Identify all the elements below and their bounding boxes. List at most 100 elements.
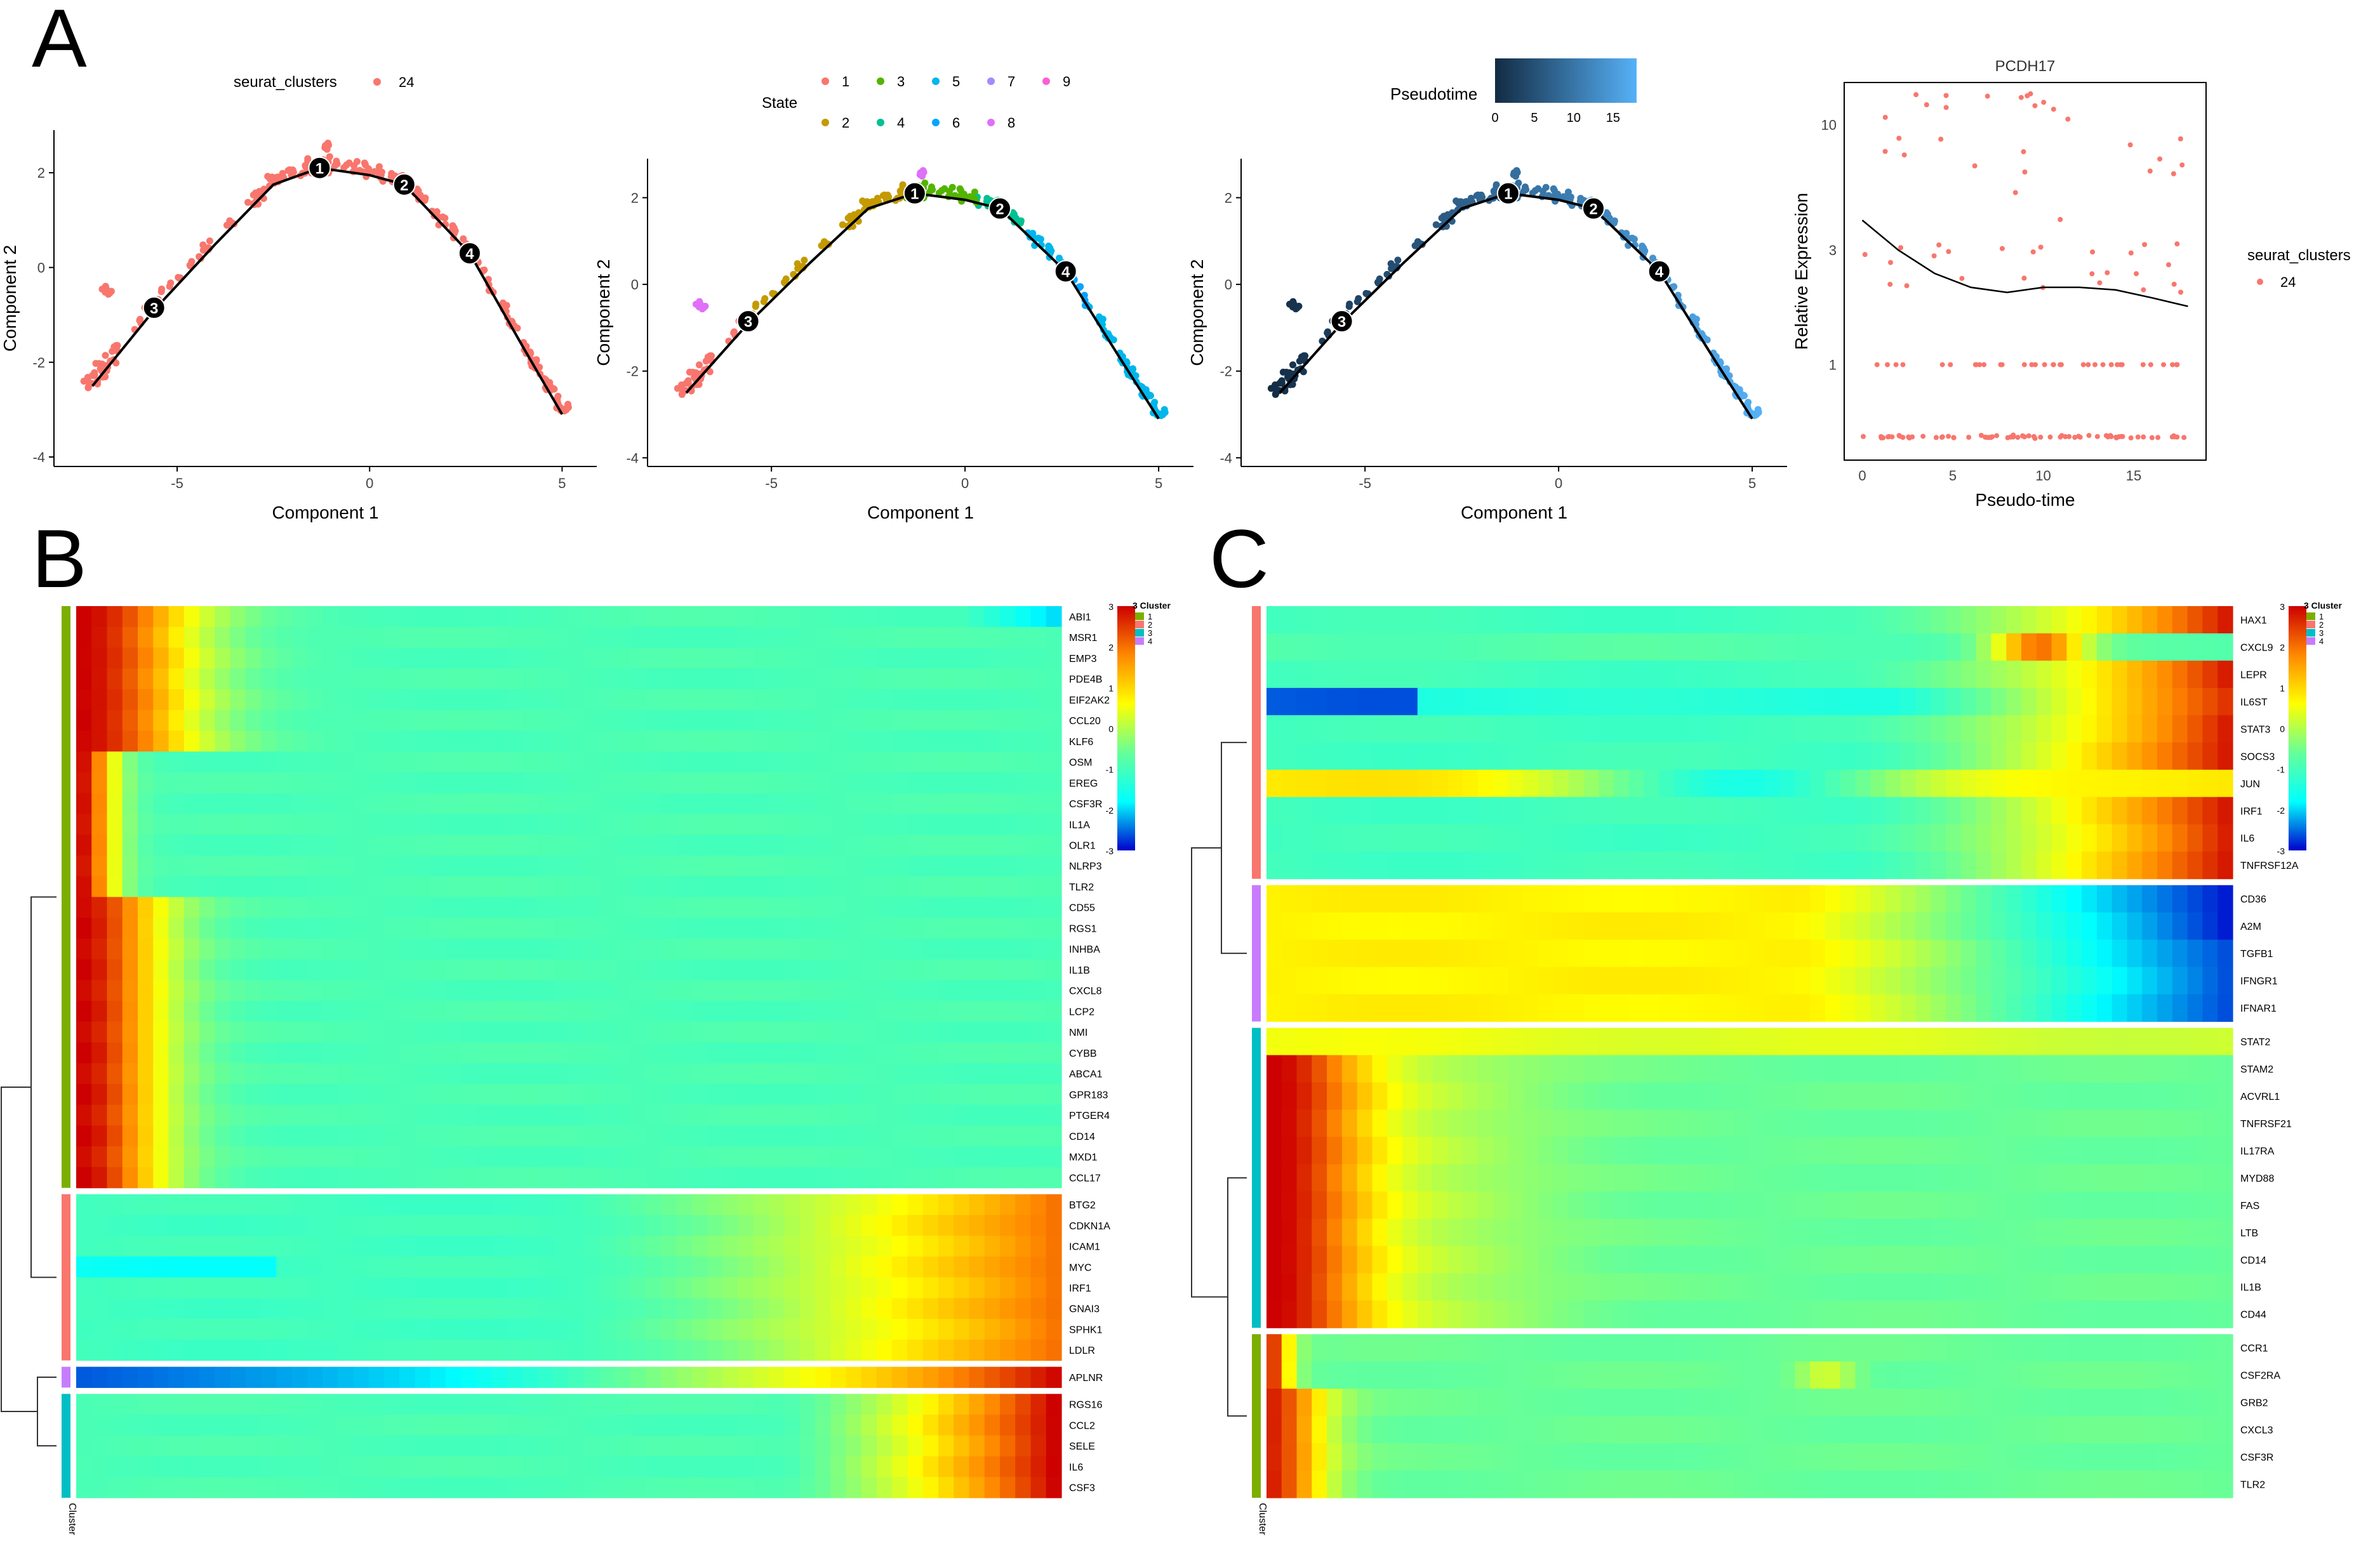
- heatmap-cell: [122, 814, 138, 835]
- heatmap-cell: [291, 1063, 308, 1085]
- heatmap-cell: [107, 1256, 123, 1278]
- heatmap-cell: [384, 668, 400, 690]
- heatmap-cell: [599, 1319, 616, 1340]
- heatmap-cell: [553, 1083, 569, 1106]
- heatmap-cell: [522, 876, 539, 897]
- heatmap-cell: [984, 1394, 1001, 1415]
- heatmap-cell: [584, 1277, 601, 1299]
- heatmap-cell: [199, 918, 215, 939]
- heatmap-cell: [122, 689, 138, 711]
- heatmap-cell: [1750, 912, 1765, 941]
- heatmap-cell: [261, 1477, 277, 1498]
- heatmap-cell: [399, 1256, 416, 1278]
- heatmap-cell: [1825, 939, 1841, 968]
- heatmap-cell: [984, 855, 1001, 877]
- heatmap-cell: [1719, 796, 1735, 825]
- heatmap-cell: [569, 1001, 585, 1022]
- heatmap-cell: [153, 1194, 170, 1216]
- heatmap-cell: [399, 772, 416, 794]
- heatmap-cell: [446, 1215, 462, 1236]
- expression-point: [2147, 168, 2153, 174]
- heatmap-cell: [491, 606, 508, 628]
- heatmap-cell: [738, 1001, 754, 1022]
- heatmap-cell: [122, 1042, 138, 1064]
- x-tick-label: 5: [558, 475, 566, 491]
- heatmap-cell: [230, 1477, 246, 1498]
- heatmap-cell: [2142, 606, 2158, 634]
- heatmap-cell: [754, 835, 769, 856]
- heatmap-cell: [892, 668, 908, 690]
- heatmap-cell: [615, 1083, 631, 1106]
- heatmap-cell: [1046, 1236, 1062, 1257]
- heatmap-cell: [446, 855, 462, 877]
- heatmap-cell: [2036, 742, 2052, 770]
- heatmap-cell: [491, 1394, 508, 1415]
- heatmap-cell: [877, 1001, 893, 1022]
- heatmap-cell: [1477, 939, 1494, 968]
- heatmap-cell: [76, 876, 92, 897]
- expression-point: [1896, 433, 1902, 439]
- heatmap-cell: [1508, 687, 1524, 716]
- heatmap-cell: [1825, 851, 1841, 880]
- heatmap-cell: [1432, 606, 1448, 634]
- heatmap-cell: [707, 1277, 724, 1299]
- heatmap-cell: [76, 668, 92, 690]
- heatmap-cell: [307, 1104, 323, 1127]
- heatmap-cell: [1568, 1055, 1585, 1083]
- branch-point-label: 4: [465, 246, 474, 263]
- heatmap-cell: [183, 897, 200, 918]
- heatmap-cell: [399, 855, 416, 877]
- heatmap-cell: [922, 1215, 939, 1236]
- heatmap-cell: [922, 1415, 939, 1436]
- cell-point: [1459, 199, 1466, 206]
- heatmap-cell: [1960, 912, 1977, 941]
- heatmap-cell: [291, 897, 308, 918]
- heatmap-cell: [291, 710, 308, 732]
- heatmap-cell: [168, 855, 185, 877]
- heatmap-cell: [107, 689, 123, 711]
- heatmap-cell: [1568, 967, 1585, 995]
- heatmap-cell: [138, 1146, 154, 1168]
- heatmap-cell: [1030, 855, 1047, 877]
- heatmap-cell: [2006, 851, 2022, 880]
- heatmap-cell: [1015, 1083, 1032, 1106]
- heatmap-cell: [1840, 742, 1856, 770]
- heatmap-cell: [722, 1194, 739, 1216]
- heatmap-cell: [969, 647, 985, 669]
- heatmap-cell: [476, 938, 493, 960]
- heatmap-cell: [738, 1435, 754, 1457]
- heatmap-cell: [322, 626, 338, 649]
- heatmap-cell: [1372, 687, 1388, 716]
- heatmap-cell: [384, 730, 400, 752]
- heatmap-cell: [230, 1435, 246, 1457]
- heatmap-cell: [1689, 796, 1705, 825]
- heatmap-cell: [338, 689, 354, 711]
- heatmap-cell: [969, 835, 985, 856]
- heatmap-cell: [1840, 1028, 1856, 1056]
- heatmap-cell: [2006, 606, 2022, 634]
- heatmap-cell: [630, 918, 646, 939]
- heatmap-cell: [2172, 939, 2188, 968]
- heatmap-cell: [353, 1104, 369, 1127]
- heatmap-cell: [1659, 633, 1675, 661]
- heatmap-cell: [1825, 796, 1841, 825]
- heatmap-cell: [1030, 1194, 1047, 1216]
- heatmap-cell: [646, 1477, 662, 1498]
- heatmap-cell: [1046, 1319, 1062, 1340]
- heatmap-cell: [815, 606, 831, 628]
- heatmap-cell: [553, 897, 569, 918]
- heatmap-cell: [1855, 824, 1871, 852]
- heatmap-cell: [307, 1236, 323, 1257]
- heatmap-cell: [446, 1277, 462, 1299]
- heatmap-cell: [938, 1256, 954, 1278]
- heatmap-cell: [830, 938, 847, 960]
- heatmap-cell: [199, 1021, 215, 1043]
- heatmap-cell: [461, 1236, 477, 1257]
- heatmap-cell: [938, 793, 954, 814]
- heatmap-cell: [646, 938, 662, 960]
- heatmap-cell: [1015, 751, 1032, 773]
- heatmap-cell: [877, 1215, 893, 1236]
- heatmap-cell: [1492, 851, 1509, 880]
- heatmap-cell: [1583, 796, 1599, 825]
- heatmap-cell: [661, 647, 677, 669]
